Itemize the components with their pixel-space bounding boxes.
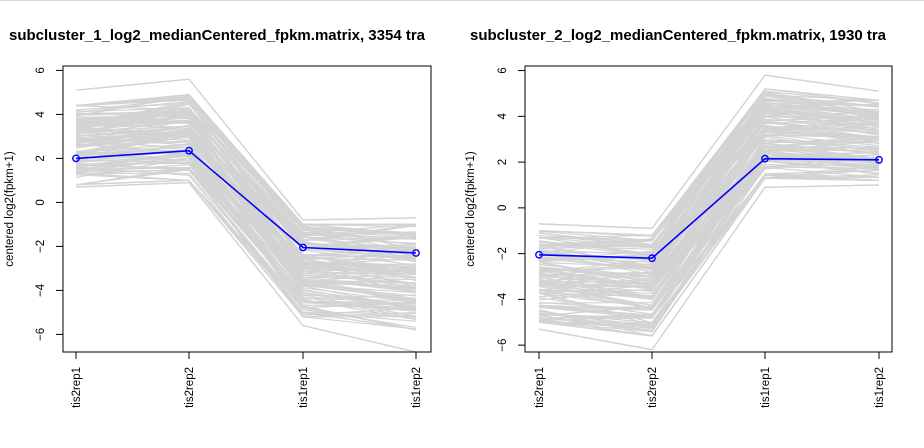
x-tick-label: tis2rep2	[184, 367, 196, 408]
background-trace	[75, 97, 417, 250]
background-trace	[75, 101, 417, 250]
background-trace	[538, 166, 880, 327]
y-tick-label: −6	[497, 339, 509, 352]
background-trace	[538, 184, 880, 351]
background-trace	[75, 141, 417, 273]
background-trace	[538, 121, 880, 277]
background-trace	[538, 118, 880, 273]
y-axis-label: centered log2(fpkm+1)	[4, 151, 16, 267]
y-tick-label: −4	[35, 283, 47, 297]
background-trace	[75, 181, 417, 352]
background-trace	[75, 152, 417, 309]
median-line	[75, 149, 417, 254]
plot-frame	[62, 65, 432, 353]
y-tick-label: 0	[497, 205, 509, 211]
median-point	[648, 254, 656, 263]
y-axis-label: centered log2(fpkm+1)	[465, 151, 477, 267]
background-trace	[538, 156, 880, 308]
y-tick-label: 4	[35, 111, 47, 118]
background-trace	[538, 97, 880, 248]
background-trace	[75, 143, 417, 293]
background-trace	[75, 157, 417, 309]
background-trace	[538, 74, 880, 230]
background-trace	[538, 139, 880, 291]
x-tick-label: tis2rep1	[71, 367, 83, 408]
y-tick-label: 2	[35, 155, 47, 161]
y-tick-label: −6	[35, 328, 47, 341]
plot-frame	[524, 65, 893, 353]
top-divider	[0, 0, 924, 1]
background-trace	[75, 174, 417, 322]
background-traces	[75, 78, 417, 352]
background-trace	[538, 117, 880, 263]
background-trace	[75, 112, 417, 261]
background-trace	[75, 132, 417, 286]
median-point	[72, 154, 80, 163]
background-traces	[538, 74, 880, 351]
background-trace	[538, 159, 880, 297]
background-trace	[538, 130, 880, 285]
y-tick-label: −4	[497, 292, 509, 306]
background-trace	[75, 166, 417, 316]
background-trace	[538, 150, 880, 306]
x-tick-label: tis1rep2	[874, 367, 886, 408]
background-trace	[538, 127, 880, 282]
background-trace	[538, 93, 880, 261]
median-point	[412, 249, 420, 257]
x-tick-label: tis2rep1	[534, 367, 546, 408]
background-trace	[75, 116, 417, 252]
background-trace	[75, 154, 417, 305]
background-trace	[538, 105, 880, 256]
background-trace	[75, 151, 417, 290]
background-trace	[538, 137, 880, 300]
background-trace	[538, 149, 880, 299]
median-point	[875, 155, 883, 164]
y-tick-label: 6	[35, 67, 47, 73]
background-trace	[75, 120, 417, 249]
chart-panel-1: subcluster_1_log2_medianCentered_fpkm.ma…	[4, 27, 432, 408]
background-trace	[538, 153, 880, 300]
background-trace	[75, 121, 417, 260]
background-trace	[75, 93, 417, 234]
y-tick-label: 2	[497, 159, 509, 165]
x-tick-label: tis2rep2	[647, 367, 659, 408]
y-tick-label: −2	[35, 240, 47, 253]
median-point	[761, 154, 769, 163]
background-trace	[75, 78, 417, 221]
background-trace	[538, 110, 880, 250]
y-tick-label: 0	[35, 199, 47, 205]
background-trace	[75, 152, 417, 303]
background-trace	[75, 120, 417, 268]
chart-panel-2: subcluster_2_log2_medianCentered_fpkm.ma…	[465, 27, 893, 408]
x-tick-label: tis1rep1	[760, 367, 772, 408]
background-trace	[538, 94, 880, 236]
y-tick-label: −2	[497, 247, 509, 260]
background-trace	[538, 116, 880, 271]
x-tick-label: tis1rep1	[298, 367, 310, 408]
background-trace	[538, 174, 880, 324]
background-trace	[538, 163, 880, 316]
chart-title: subcluster_2_log2_medianCentered_fpkm.ma…	[470, 27, 887, 44]
background-trace	[75, 110, 417, 247]
chart-title: subcluster_1_log2_medianCentered_fpkm.ma…	[9, 27, 426, 44]
median-point	[535, 250, 543, 259]
median-point	[185, 146, 193, 155]
background-trace	[538, 177, 880, 336]
background-trace	[75, 99, 417, 240]
y-tick-label: 6	[497, 67, 509, 73]
median-point	[299, 243, 307, 252]
background-trace	[75, 154, 417, 309]
x-tick-label: tis1rep2	[411, 367, 423, 408]
background-trace	[75, 95, 417, 239]
background-trace	[75, 143, 417, 290]
y-tick-label: 4	[497, 113, 509, 120]
background-trace	[75, 172, 417, 331]
median-line	[538, 157, 880, 260]
